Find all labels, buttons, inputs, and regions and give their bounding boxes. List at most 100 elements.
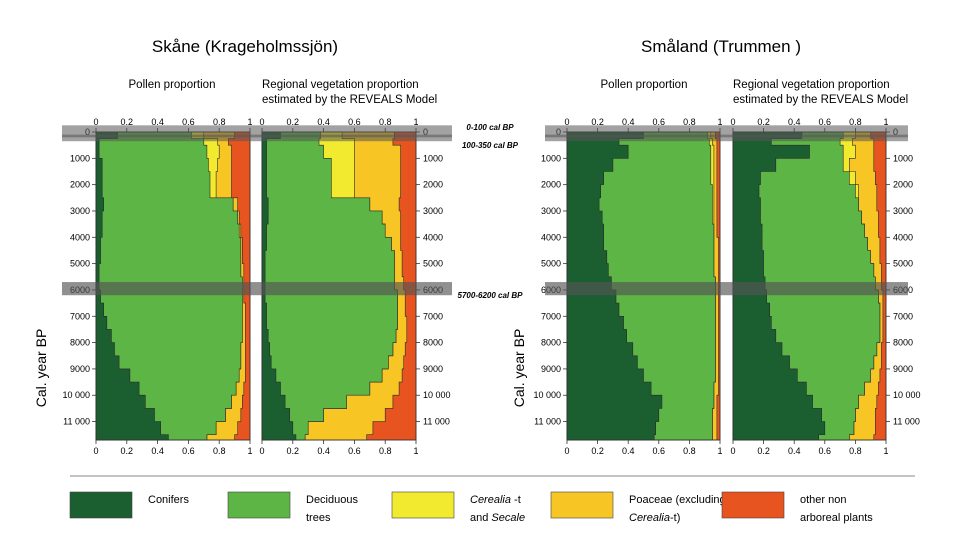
legend-label-1-line2: trees bbox=[306, 512, 331, 524]
x-tick-label-bottom: 0.6 bbox=[819, 446, 832, 456]
y-tick-label: 4000 bbox=[423, 232, 443, 242]
y-axis-label-smaland: Cal. year BP bbox=[511, 329, 527, 408]
legend-label-4-line2: arboreal plants bbox=[800, 512, 873, 524]
legend-swatch-0 bbox=[69, 491, 133, 519]
panel-title-skane-reveals-line2: estimated by the REVEALS Model bbox=[262, 94, 437, 106]
x-tick-label-bottom: 0.4 bbox=[622, 446, 635, 456]
x-tick-label-bottom: 1 bbox=[247, 446, 252, 456]
x-tick-label-bottom: 0.2 bbox=[287, 446, 300, 456]
x-tick-label-top: 0.2 bbox=[121, 117, 134, 127]
y-tick-label: 5000 bbox=[423, 259, 443, 269]
x-tick-label-bottom: 0.4 bbox=[151, 446, 164, 456]
y-tick-label: 9000 bbox=[70, 364, 90, 374]
x-tick-label-top: 0 bbox=[259, 117, 264, 127]
x-tick-label-top: 0.4 bbox=[317, 117, 330, 127]
x-tick-label-top: 0.4 bbox=[788, 117, 801, 127]
x-tick-label-bottom: 0 bbox=[259, 446, 264, 456]
x-tick-label-bottom: 0.6 bbox=[348, 446, 361, 456]
y-tick-label: 9000 bbox=[541, 364, 561, 374]
y-tick-label: 9000 bbox=[893, 364, 913, 374]
x-tick-label-top: 0 bbox=[93, 117, 98, 127]
y-tick-label: 2000 bbox=[423, 180, 443, 190]
panel-title-skane-reveals-line1: Regional vegetation proportion bbox=[262, 79, 419, 91]
panel-title-smaland-reveals-line1: Regional vegetation proportion bbox=[733, 79, 890, 91]
x-tick-label-top: 0.2 bbox=[591, 117, 604, 127]
highlight-band-label-0: 0-100 cal BP bbox=[466, 123, 514, 132]
x-tick-label-top: 1 bbox=[413, 117, 418, 127]
x-tick-label-top: 0.6 bbox=[653, 117, 666, 127]
legend-swatch-4 bbox=[721, 491, 785, 519]
y-tick-label: 11 000 bbox=[63, 417, 90, 427]
highlight-band-1-region-0 bbox=[62, 134, 452, 142]
highlight-band-0-region-1 bbox=[545, 125, 908, 138]
y-tick-label: 1000 bbox=[70, 153, 90, 163]
highlight-band-label-2: 5700-6200 cal BP bbox=[458, 291, 524, 300]
y-tick-label: 4000 bbox=[70, 232, 90, 242]
y-tick-label: 7000 bbox=[893, 311, 913, 321]
x-tick-label-top: 0 bbox=[730, 117, 735, 127]
y-tick-label: 2000 bbox=[70, 180, 90, 190]
y-tick-label: 8000 bbox=[70, 338, 90, 348]
x-tick-label-top: 1 bbox=[883, 117, 888, 127]
legend-label-2-line2: and Secale bbox=[470, 512, 525, 524]
x-tick-label-bottom: 0.2 bbox=[757, 446, 770, 456]
x-tick-label-top: 1 bbox=[247, 117, 252, 127]
legend-label-3-line1: Poaceae (excluding bbox=[629, 494, 726, 506]
x-tick-label-top: 1 bbox=[717, 117, 722, 127]
y-tick-label: 7000 bbox=[423, 311, 443, 321]
y-tick-label: 11 000 bbox=[423, 417, 450, 427]
x-tick-label-bottom: 1 bbox=[413, 446, 418, 456]
panel-title-smaland-reveals-line2: estimated by the REVEALS Model bbox=[733, 94, 908, 106]
x-tick-label-top: 0.6 bbox=[348, 117, 361, 127]
region-title-skane: Skåne (Krageholmssjön) bbox=[152, 37, 338, 56]
y-tick-label: 1000 bbox=[423, 153, 443, 163]
x-tick-label-bottom: 0.8 bbox=[379, 446, 392, 456]
highlight-band-0-region-0 bbox=[62, 125, 452, 138]
y-tick-label: 10 000 bbox=[533, 390, 561, 400]
x-tick-label-bottom: 0.8 bbox=[683, 446, 696, 456]
x-tick-label-top: 0.2 bbox=[287, 117, 300, 127]
x-tick-label-top: 0.8 bbox=[683, 117, 696, 127]
legend-swatch-3 bbox=[550, 491, 614, 519]
region-title-smaland: Småland (Trummen ) bbox=[641, 37, 801, 56]
legend-swatch-2 bbox=[391, 491, 455, 519]
x-tick-label-bottom: 0.6 bbox=[653, 446, 666, 456]
x-tick-label-top: 0.4 bbox=[622, 117, 635, 127]
y-tick-label: 3000 bbox=[423, 206, 443, 216]
x-tick-label-top: 0.6 bbox=[819, 117, 832, 127]
y-tick-label: 2000 bbox=[541, 180, 561, 190]
legend-label-2-line1: Cerealia -t bbox=[470, 494, 521, 506]
x-tick-label-bottom: 0 bbox=[93, 446, 98, 456]
y-tick-label: 3000 bbox=[541, 206, 561, 216]
y-tick-label: 7000 bbox=[70, 311, 90, 321]
x-tick-label-bottom: 1 bbox=[717, 446, 722, 456]
y-tick-label: 8000 bbox=[893, 338, 913, 348]
y-tick-label: 4000 bbox=[541, 232, 561, 242]
y-tick-label: 1000 bbox=[893, 153, 913, 163]
x-tick-label-bottom: 0.4 bbox=[788, 446, 801, 456]
highlight-band-2-region-0 bbox=[62, 282, 452, 296]
highlight-bands-layer: 0-100 cal BP 100-350 cal BP 5700-6200 cal … bbox=[62, 123, 908, 300]
y-tick-label: 9000 bbox=[423, 364, 443, 374]
x-tick-label-bottom: 0.8 bbox=[213, 446, 226, 456]
x-tick-label-bottom: 0.2 bbox=[591, 446, 604, 456]
y-tick-label: 8000 bbox=[423, 338, 443, 348]
x-tick-label-top: 0.8 bbox=[379, 117, 392, 127]
x-tick-label-bottom: 0 bbox=[564, 446, 569, 456]
x-tick-label-bottom: 1 bbox=[883, 446, 888, 456]
x-tick-label-bottom: 0.4 bbox=[317, 446, 330, 456]
panels-layer: 000.20.20.40.40.60.60.80.811010002000300… bbox=[62, 117, 920, 456]
legend: Conifers Deciduous trees Cerealia -t and Sec… bbox=[69, 491, 873, 524]
highlight-band-2-region-1 bbox=[545, 282, 908, 296]
panel-title-smaland-pollen: Pollen proportion bbox=[601, 79, 688, 91]
x-tick-label-top: 0.2 bbox=[757, 117, 770, 127]
x-tick-label-bottom: 0 bbox=[730, 446, 735, 456]
x-tick-label-bottom: 0.6 bbox=[182, 446, 195, 456]
legend-label-0-line1: Conifers bbox=[148, 494, 189, 506]
y-tick-label: 1000 bbox=[541, 153, 561, 163]
legend-label-1-line1: Deciduous bbox=[306, 494, 358, 506]
y-tick-label: 10 000 bbox=[62, 390, 90, 400]
area-skane-pollen-0 bbox=[95, 131, 169, 441]
y-tick-label: 11 000 bbox=[534, 417, 561, 427]
